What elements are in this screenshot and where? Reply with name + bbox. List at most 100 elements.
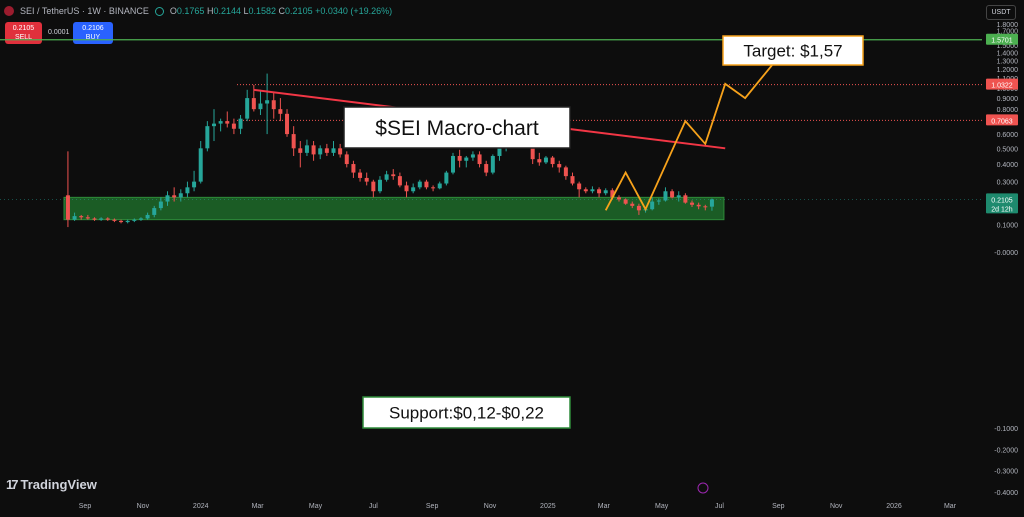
y-tick-label: -0.0000 xyxy=(994,250,1018,257)
change-value: +0.0340 (+19.26%) xyxy=(315,6,393,16)
x-tick-label: 2025 xyxy=(540,503,556,510)
x-tick-label: Sep xyxy=(772,503,785,510)
candle-body xyxy=(178,193,183,198)
candle-body xyxy=(364,177,369,182)
candle-body xyxy=(198,148,203,182)
candle-body xyxy=(258,103,263,110)
candle-body xyxy=(550,157,555,165)
candle-body xyxy=(85,217,90,219)
candle-body xyxy=(623,199,628,204)
x-tick-label: Mar xyxy=(944,503,957,510)
tradingview-wordmark: TradingView xyxy=(20,477,97,492)
price-tag-label: 1.0322 xyxy=(991,83,1013,90)
market-status-icon xyxy=(154,6,164,16)
candle-body xyxy=(563,167,568,177)
event-marker-icon xyxy=(697,482,709,494)
candle-body xyxy=(703,206,708,208)
x-tick-label: Sep xyxy=(426,503,439,510)
x-tick-label: 2026 xyxy=(886,503,902,510)
candle-body xyxy=(185,187,190,194)
candle-body xyxy=(79,216,84,218)
candle-body xyxy=(344,154,349,165)
candle-body xyxy=(470,154,475,158)
y-tick-label: -0.3000 xyxy=(994,469,1018,476)
tradingview-logo: 17 TradingView xyxy=(6,477,97,492)
price-tag xyxy=(986,193,1018,214)
y-tick-label: 1.2000 xyxy=(997,67,1019,74)
candle-body xyxy=(557,164,562,168)
x-tick-label: Nov xyxy=(830,503,843,510)
x-tick-label: Jul xyxy=(369,503,378,510)
sell-button[interactable]: 0.2105 SELL xyxy=(5,22,42,44)
candle-body xyxy=(119,220,124,223)
y-tick-label: -0.2000 xyxy=(994,447,1018,454)
y-tick-label: 1.3000 xyxy=(997,59,1019,66)
candle-body xyxy=(231,123,236,129)
candle-body xyxy=(411,187,416,192)
candle-body xyxy=(583,189,588,192)
candle-body xyxy=(291,134,296,149)
candle-body xyxy=(132,219,137,221)
chart-title-box xyxy=(343,106,571,149)
candle-body xyxy=(265,100,270,104)
chart-header: SEI / TetherUS · 1W · BINANCE O0.1765 H0… xyxy=(0,0,984,22)
open-value: 0.1765 xyxy=(176,6,205,16)
y-tick-label: 0.8000 xyxy=(997,107,1019,114)
candle-body xyxy=(338,148,343,155)
sei-logo-icon xyxy=(4,6,14,16)
tradingview-mark-icon: 17 xyxy=(6,477,19,492)
candle-body xyxy=(105,218,110,220)
candle-body xyxy=(371,181,376,192)
candle-body xyxy=(391,174,396,177)
candle-body xyxy=(424,181,429,188)
candle-body xyxy=(683,195,688,203)
candle-body xyxy=(597,189,602,194)
close-value: 0.2105 xyxy=(285,6,313,16)
candle-body xyxy=(152,208,157,215)
candle-body xyxy=(65,195,70,220)
candle-body xyxy=(285,113,290,135)
candle-body xyxy=(484,164,489,173)
candle-body xyxy=(630,203,635,206)
candle-body xyxy=(477,154,482,165)
candle-body xyxy=(192,181,197,188)
candle-body xyxy=(690,202,695,205)
high-value: 0.2144 xyxy=(213,6,241,16)
candle-body xyxy=(172,195,177,198)
candle-body xyxy=(318,148,323,155)
candle-body xyxy=(351,164,356,173)
support-zone xyxy=(63,196,725,221)
price-tag xyxy=(986,33,1018,45)
candle-body xyxy=(663,191,668,201)
candle-body xyxy=(444,172,449,184)
candle-body xyxy=(165,195,170,202)
candle-body xyxy=(125,220,130,223)
buy-button[interactable]: 0.2106 BUY xyxy=(73,22,113,44)
candle-body xyxy=(205,126,210,149)
candle-body xyxy=(251,98,256,110)
candle-body xyxy=(616,197,621,200)
low-value: 0.1582 xyxy=(248,6,277,16)
candle-body xyxy=(112,219,117,221)
x-tick-label: Mar xyxy=(598,503,611,510)
y-tick-label: 0.4000 xyxy=(997,162,1019,169)
candle-body xyxy=(610,190,615,198)
y-tick-label: -0.4000 xyxy=(994,490,1018,497)
symbol-title[interactable]: SEI / TetherUS · 1W · BINANCE xyxy=(20,6,149,16)
sell-price: 0.2105 xyxy=(12,25,35,32)
y-tick-label: 1.4000 xyxy=(997,51,1019,58)
currency-selector[interactable]: USDT xyxy=(986,5,1016,20)
support-label-text: Support:$0,12-$0,22 xyxy=(389,403,544,422)
candle-body xyxy=(431,187,436,189)
candle-body xyxy=(464,157,469,161)
x-tick-label: Jul xyxy=(715,503,724,510)
candle-body xyxy=(417,181,422,188)
candle-body xyxy=(457,155,462,161)
candle-body xyxy=(238,118,243,129)
candle-body xyxy=(218,121,223,124)
price-tag xyxy=(986,78,1018,90)
x-tick-label: May xyxy=(655,503,669,510)
x-tick-label: 2024 xyxy=(193,503,209,510)
candle-body xyxy=(537,159,542,163)
